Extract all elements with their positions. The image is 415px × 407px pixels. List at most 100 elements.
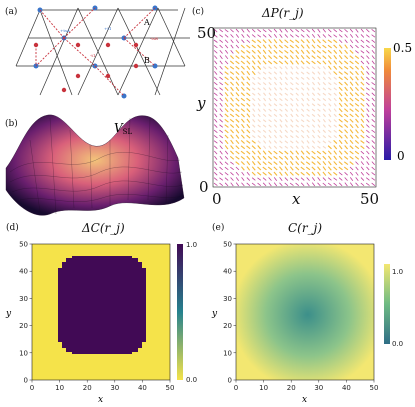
polarization-arrow xyxy=(257,129,261,133)
polarization-arrow xyxy=(322,129,327,134)
polarization-arrow xyxy=(240,166,245,171)
polarization-arrow xyxy=(230,86,234,92)
polarization-arrow xyxy=(316,155,322,160)
polarization-arrow xyxy=(240,108,246,113)
polarization-arrow xyxy=(322,92,327,96)
polarization-arrow xyxy=(317,177,321,181)
polarization-arrow xyxy=(284,55,289,60)
polarization-arrow xyxy=(365,82,370,86)
polarization-arrow xyxy=(257,119,261,123)
x-tick-label: 30 xyxy=(314,384,323,392)
polarization-arrow xyxy=(343,155,349,160)
polarization-arrow xyxy=(322,124,326,128)
polarization-arrow xyxy=(355,34,359,38)
polarization-arrow xyxy=(355,81,359,86)
polarization-arrow xyxy=(327,166,332,171)
potential-surface xyxy=(5,114,185,216)
polarization-arrow xyxy=(317,92,321,96)
polarization-arrow xyxy=(263,92,267,96)
polarization-arrow xyxy=(290,113,294,118)
polarization-arrow xyxy=(322,28,327,33)
polarization-arrow xyxy=(241,39,245,44)
polarization-arrow xyxy=(240,70,245,76)
polarization-arrow xyxy=(273,39,278,44)
polarization-arrow xyxy=(268,145,272,149)
polarization-arrow xyxy=(229,65,235,70)
polarization-arrow xyxy=(338,139,343,145)
polarization-arrow xyxy=(366,76,370,81)
polarization-arrow xyxy=(366,71,370,75)
polarization-arrow xyxy=(322,166,327,171)
polarization-arrow xyxy=(349,71,354,76)
polarization-arrow xyxy=(306,103,310,107)
polarization-arrow xyxy=(284,108,288,112)
polarization-arrow xyxy=(257,155,262,161)
polarization-arrow xyxy=(360,44,365,49)
polarization-arrow xyxy=(371,76,376,80)
panel-c-cbar-tick-top: 0.5 xyxy=(393,41,412,55)
polarization-arrow xyxy=(284,161,289,166)
polarization-arrow xyxy=(284,34,289,38)
polarization-arrow xyxy=(295,129,299,133)
polarization-arrow xyxy=(273,55,278,60)
panel-c: (c) ΔP(r_j) 50 0 y 0 50 x 0.5 0 xyxy=(192,6,412,208)
polarization-arrow xyxy=(235,171,240,176)
polarization-arrow xyxy=(322,44,327,49)
polarization-arrow xyxy=(268,124,272,128)
polarization-arrow xyxy=(316,44,322,49)
polarization-arrow xyxy=(338,92,343,97)
polarization-arrow xyxy=(355,134,359,139)
polarization-arrow xyxy=(301,92,305,96)
polarization-arrow xyxy=(252,119,256,123)
panel-d-region xyxy=(58,256,146,354)
polarization-arrow xyxy=(213,87,218,91)
polarization-arrow xyxy=(289,150,294,155)
polarization-arrow xyxy=(333,113,337,118)
polarization-arrow xyxy=(371,29,376,33)
polarization-arrow xyxy=(229,108,235,113)
polarization-arrow xyxy=(311,140,316,144)
polarization-arrow xyxy=(224,34,229,38)
polarization-arrow xyxy=(246,65,251,70)
polarization-arrow xyxy=(333,139,338,144)
polarization-arrow xyxy=(306,76,310,80)
polarization-arrow xyxy=(279,34,283,38)
polarization-arrow xyxy=(366,97,370,102)
polarization-arrow xyxy=(257,108,261,112)
polarization-arrow xyxy=(338,129,343,134)
polarization-arrow xyxy=(214,60,218,65)
polarization-arrow xyxy=(333,103,337,107)
polarization-arrow xyxy=(322,135,327,139)
polarization-arrow xyxy=(317,166,321,171)
polarization-arrow xyxy=(306,150,311,155)
polarization-arrow xyxy=(349,39,354,44)
polarization-arrow xyxy=(224,145,229,150)
polarization-arrow xyxy=(349,129,354,134)
polarization-arrow xyxy=(333,119,337,123)
polarization-arrow xyxy=(235,182,240,187)
polarization-arrow xyxy=(213,82,218,86)
polarization-arrow xyxy=(371,34,376,38)
polarization-arrow xyxy=(267,166,273,171)
polarization-arrow xyxy=(257,65,262,70)
polarization-arrow xyxy=(235,81,240,86)
polarization-arrow xyxy=(354,103,360,107)
polarization-arrow xyxy=(327,171,332,176)
polarization-arrow xyxy=(273,182,278,187)
polarization-arrow xyxy=(333,182,338,186)
polarization-arrow xyxy=(230,97,234,102)
polarization-arrow xyxy=(278,55,284,59)
polarization-arrow xyxy=(306,87,310,91)
polarization-arrow xyxy=(224,29,229,33)
polarization-arrow xyxy=(349,123,354,129)
polarization-arrow xyxy=(301,97,305,102)
polarization-arrow xyxy=(214,55,218,59)
polarization-arrow xyxy=(278,155,284,160)
polarization-arrow xyxy=(213,44,218,49)
polarization-arrow xyxy=(273,166,278,171)
polarization-arrow xyxy=(279,124,283,128)
polarization-arrow xyxy=(235,86,240,92)
polarization-arrow xyxy=(328,103,332,107)
polarization-arrow xyxy=(360,171,365,176)
polarization-arrow xyxy=(322,60,327,65)
